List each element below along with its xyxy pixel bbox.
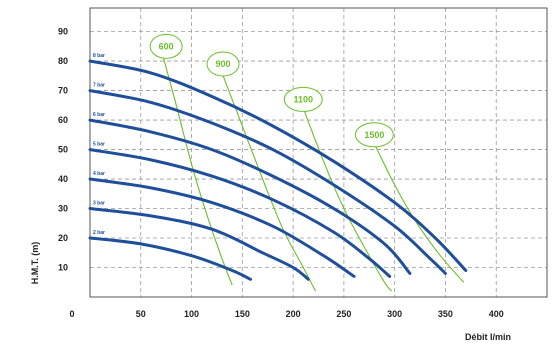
speed-label-bubble-1500	[354, 122, 394, 148]
pressure-curves	[88, 59, 468, 281]
speed-curve-900	[221, 72, 316, 292]
tick-labels: 0 50 100 150 200 250 300 350 400 10 20 30 40 50 60 70 80…	[58, 27, 504, 319]
y-tick-label: 90	[58, 27, 68, 37]
x-tick-label: 400	[489, 309, 504, 319]
speed-label-900: 900	[216, 59, 231, 69]
y-tick-label: 60	[58, 115, 68, 125]
x-tick-label: 300	[387, 309, 402, 319]
pressure-curve-3-bar	[88, 207, 310, 281]
pressure-curve-6-bar	[88, 118, 412, 275]
pressure-curve-4-bar	[88, 177, 356, 278]
pressure-label-2-bar: 2 bar	[93, 230, 105, 236]
speed-curve-600	[160, 49, 233, 286]
pressure-label-4-bar: 4 bar	[93, 171, 105, 177]
x-tick-label: 250	[336, 309, 351, 319]
pressure-curve-2-bar	[88, 236, 252, 281]
pressure-label-5-bar: 5 bar	[93, 142, 105, 148]
pressure-label-6-bar: 6 bar	[93, 112, 105, 118]
y-tick-label: 10	[58, 263, 68, 273]
y-tick-label: 80	[58, 56, 68, 66]
plot-frame	[89, 7, 548, 298]
pressure-curve-7-bar	[88, 89, 447, 275]
speed-label-bubble-1100	[283, 86, 323, 112]
speed-label-1100: 1100	[294, 94, 314, 104]
x-tick-label: 150	[235, 309, 250, 319]
pressure-curve-8-bar	[88, 59, 468, 272]
speed-label-bubble-600	[149, 33, 183, 59]
x-tick-label: 100	[184, 309, 199, 319]
x-tick-label: 0	[69, 309, 74, 319]
x-axis-title: Débit l/min	[465, 332, 511, 342]
x-tick-label: 200	[286, 309, 301, 319]
speed-curve-1100	[302, 108, 393, 292]
x-tick-label: 350	[438, 309, 453, 319]
speed-label-bubble-900	[206, 51, 240, 77]
x-tick-label: 50	[136, 309, 146, 319]
y-tick-label: 70	[58, 86, 68, 96]
y-axis-title: H.M.T. (m)	[30, 242, 40, 285]
series-labels: 8 bar 7 bar 6 bar 5 bar 4 bar 3 bar 2 bar 600 90…	[93, 33, 394, 236]
pressure-curve-5-bar	[88, 148, 392, 278]
speed-label-600: 600	[159, 41, 174, 51]
y-tick-label: 20	[58, 233, 68, 243]
speed-label-1500: 1500	[364, 130, 384, 140]
y-tick-label: 30	[58, 204, 68, 214]
pressure-label-3-bar: 3 bar	[93, 201, 105, 207]
speed-curve-1500	[373, 143, 465, 283]
y-tick-label: 40	[58, 174, 68, 184]
y-tick-label: 50	[58, 145, 68, 155]
pressure-label-7-bar: 7 bar	[93, 83, 105, 89]
pressure-label-8-bar: 8 bar	[93, 53, 105, 59]
